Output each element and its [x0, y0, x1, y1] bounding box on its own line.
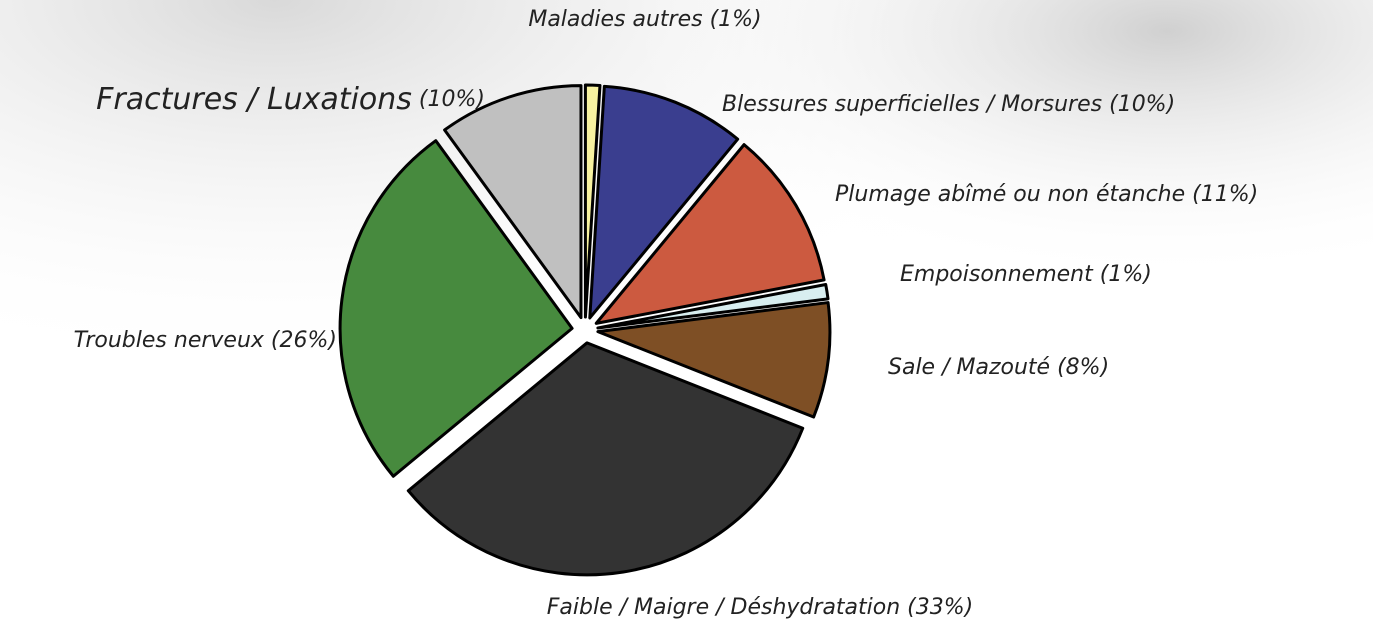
category-name: Plumage abîmé ou non étanche	[835, 182, 1185, 207]
slice-label: Faible / Maigre / Déshydratation (33%)	[547, 595, 974, 620]
slice-label: Maladies autres (1%)	[528, 7, 761, 32]
value-label: (10%)	[1109, 92, 1175, 117]
separator	[1185, 182, 1192, 207]
value-label: (8%)	[1057, 355, 1109, 380]
slice-label: Sale / Mazouté (8%)	[888, 355, 1109, 380]
category-name: Sale / Mazouté	[888, 355, 1050, 380]
value-label: (1%)	[1100, 262, 1152, 287]
category-name: Troubles nerveux	[74, 328, 265, 353]
separator	[1050, 355, 1057, 380]
value-label: (33%)	[907, 595, 973, 620]
value-label: (26%)	[271, 328, 337, 353]
category-name: Empoisonnement	[900, 262, 1094, 287]
value-label: (1%)	[710, 7, 762, 32]
category-name: Faible / Maigre / Déshydratation	[547, 595, 900, 620]
slice-label: Troubles nerveux (26%)	[74, 328, 337, 353]
category-name: Blessures superficielles / Morsures	[722, 92, 1102, 117]
value-label: (11%)	[1192, 182, 1258, 207]
separator	[1102, 92, 1109, 117]
slice-label: Empoisonnement (1%)	[900, 262, 1152, 287]
slice-label: Blessures superficielles / Morsures (10%…	[722, 92, 1175, 117]
separator	[900, 595, 907, 620]
page: Maladies autres (1%) Blessures superficie…	[0, 0, 1373, 628]
separator	[264, 328, 271, 353]
value-label: (10%)	[419, 87, 485, 112]
slice-label: Fractures / Luxations (10%)	[96, 82, 485, 117]
chart: Maladies autres (1%) Blessures superficie…	[0, 0, 1373, 628]
category-name: Maladies autres	[528, 7, 702, 32]
separator	[1093, 262, 1100, 287]
separator	[412, 87, 419, 112]
category-name: Fractures / Luxations	[96, 82, 412, 117]
separator	[703, 7, 710, 32]
slice-label: Plumage abîmé ou non étanche (11%)	[835, 182, 1258, 207]
